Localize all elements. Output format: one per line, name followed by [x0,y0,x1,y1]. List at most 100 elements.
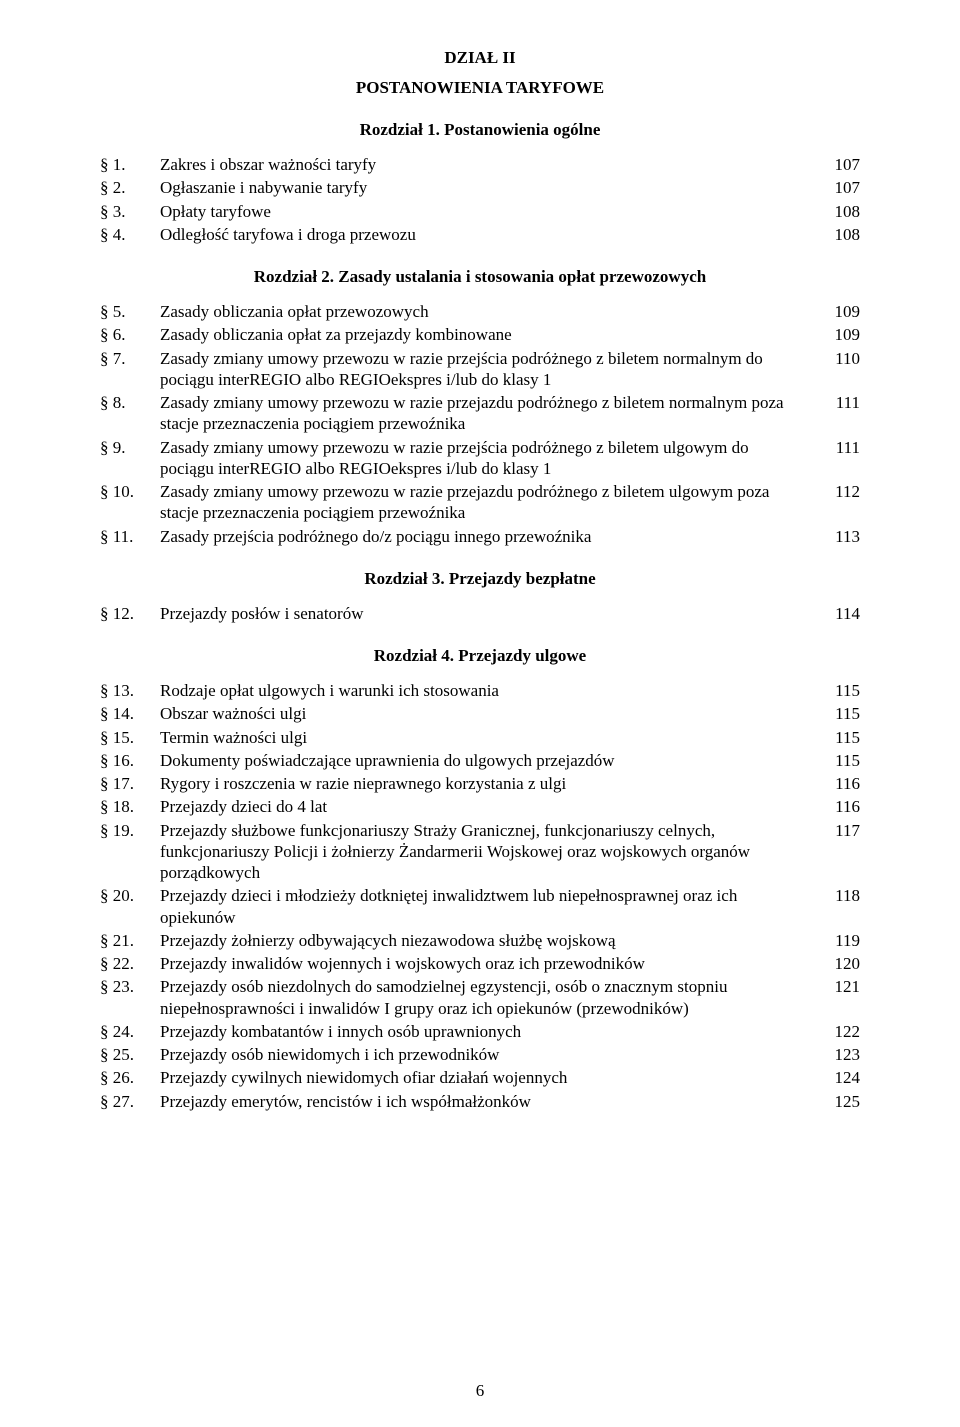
toc-row: § 6. Zasady obliczania opłat za przejazd… [100,324,860,345]
toc-section: § 8. [100,392,160,413]
toc-page: 111 [816,392,860,413]
toc-title: Rygory i roszczenia w razie nieprawnego … [160,773,816,794]
toc-page: 115 [816,750,860,771]
toc-title: Przejazdy żołnierzy odbywających niezawo… [160,930,816,951]
toc-title: Przejazdy posłów i senatorów [160,603,816,624]
toc-page: 117 [816,820,860,841]
toc-title: Ogłaszanie i nabywanie taryfy [160,177,816,198]
toc-section: § 6. [100,324,160,345]
toc-title: Przejazdy cywilnych niewidomych ofiar dz… [160,1067,816,1088]
toc-page: 111 [816,437,860,458]
toc-row: § 2. Ogłaszanie i nabywanie taryfy 107 [100,177,860,198]
toc-section: § 15. [100,727,160,748]
toc-section: § 9. [100,437,160,458]
toc-section: § 4. [100,224,160,245]
toc-row: § 4. Odległość taryfowa i droga przewozu… [100,224,860,245]
toc-row: § 19. Przejazdy służbowe funkcjonariuszy… [100,820,860,884]
toc-section: § 21. [100,930,160,951]
toc-page: 110 [816,348,860,369]
toc-title: Odległość taryfowa i droga przewozu [160,224,816,245]
toc-title: Zasady obliczania opłat przewozowych [160,301,816,322]
toc-row: § 16. Dokumenty poświadczające uprawnien… [100,750,860,771]
toc-row: § 13. Rodzaje opłat ulgowych i warunki i… [100,680,860,701]
page: DZIAŁ II POSTANOWIENIA TARYFOWE Rozdział… [0,0,960,1427]
toc-page: 112 [816,481,860,502]
toc-row: § 15. Termin ważności ulgi 115 [100,727,860,748]
toc-title: Zasady zmiany umowy przewozu w razie prz… [160,392,816,435]
toc-page: 119 [816,930,860,951]
page-number: 6 [0,1381,960,1401]
heading-dzial: DZIAŁ II [100,48,860,68]
toc-section: § 7. [100,348,160,369]
toc-title: Obszar ważności ulgi [160,703,816,724]
toc-row: § 25. Przejazdy osób niewidomych i ich p… [100,1044,860,1065]
heading-chapter-1: Rozdział 1. Postanowienia ogólne [100,120,860,140]
toc-section: § 23. [100,976,160,997]
toc-title: Przejazdy inwalidów wojennych i wojskowy… [160,953,816,974]
toc-section: § 24. [100,1021,160,1042]
toc-page: 109 [816,301,860,322]
toc-row: § 23. Przejazdy osób niezdolnych do samo… [100,976,860,1019]
toc-title: Zasady zmiany umowy przewozu w razie prz… [160,481,816,524]
toc-page: 113 [816,526,860,547]
toc-row: § 21. Przejazdy żołnierzy odbywających n… [100,930,860,951]
toc-section: § 14. [100,703,160,724]
toc-row: § 20. Przejazdy dzieci i młodzieży dotkn… [100,885,860,928]
toc-title: Zasady przejścia podróżnego do/z pociągu… [160,526,816,547]
toc-row: § 18. Przejazdy dzieci do 4 lat 116 [100,796,860,817]
heading-subtitle: POSTANOWIENIA TARYFOWE [100,78,860,98]
toc-row: § 26. Przejazdy cywilnych niewidomych of… [100,1067,860,1088]
toc-section: § 27. [100,1091,160,1112]
toc-title: Termin ważności ulgi [160,727,816,748]
toc-section: § 3. [100,201,160,222]
toc-page: 107 [816,177,860,198]
toc-row: § 9. Zasady zmiany umowy przewozu w razi… [100,437,860,480]
toc-section: § 26. [100,1067,160,1088]
toc-row: § 11. Zasady przejścia podróżnego do/z p… [100,526,860,547]
toc-section: § 10. [100,481,160,502]
toc-section: § 18. [100,796,160,817]
toc-row: § 10. Zasady zmiany umowy przewozu w raz… [100,481,860,524]
toc-title: Opłaty taryfowe [160,201,816,222]
toc-section: § 2. [100,177,160,198]
toc-title: Przejazdy dzieci do 4 lat [160,796,816,817]
toc-row: § 14. Obszar ważności ulgi 115 [100,703,860,724]
toc-page: 108 [816,224,860,245]
toc-page: 123 [816,1044,860,1065]
toc-section: § 19. [100,820,160,841]
toc-section: § 12. [100,603,160,624]
toc-row: § 8. Zasady zmiany umowy przewozu w razi… [100,392,860,435]
toc-title: Przejazdy kombatantów i innych osób upra… [160,1021,816,1042]
toc-page: 115 [816,727,860,748]
toc-row: § 1. Zakres i obszar ważności taryfy 107 [100,154,860,175]
toc-page: 116 [816,773,860,794]
toc-row: § 7. Zasady zmiany umowy przewozu w razi… [100,348,860,391]
toc-section: § 22. [100,953,160,974]
toc-row: § 27. Przejazdy emerytów, rencistów i ic… [100,1091,860,1112]
toc-page: 109 [816,324,860,345]
toc-title: Rodzaje opłat ulgowych i warunki ich sto… [160,680,816,701]
toc-section: § 20. [100,885,160,906]
toc-page: 107 [816,154,860,175]
toc-title: Przejazdy służbowe funkcjonariuszy Straż… [160,820,816,884]
toc-page: 124 [816,1067,860,1088]
toc-title: Zasady zmiany umowy przewozu w razie prz… [160,348,816,391]
toc-row: § 24. Przejazdy kombatantów i innych osó… [100,1021,860,1042]
heading-chapter-4: Rozdział 4. Przejazdy ulgowe [100,646,860,666]
toc-section: § 5. [100,301,160,322]
toc-title: Zasady zmiany umowy przewozu w razie prz… [160,437,816,480]
toc-section: § 1. [100,154,160,175]
toc-page: 108 [816,201,860,222]
toc-page: 118 [816,885,860,906]
toc-page: 115 [816,703,860,724]
heading-chapter-3: Rozdział 3. Przejazdy bezpłatne [100,569,860,589]
toc-section: § 16. [100,750,160,771]
toc-page: 122 [816,1021,860,1042]
toc-page: 121 [816,976,860,997]
toc-title: Przejazdy osób niezdolnych do samodzieln… [160,976,816,1019]
toc-section: § 13. [100,680,160,701]
toc-section: § 25. [100,1044,160,1065]
toc-title: Zasady obliczania opłat za przejazdy kom… [160,324,816,345]
toc-row: § 5. Zasady obliczania opłat przewozowyc… [100,301,860,322]
toc-title: Przejazdy osób niewidomych i ich przewod… [160,1044,816,1065]
